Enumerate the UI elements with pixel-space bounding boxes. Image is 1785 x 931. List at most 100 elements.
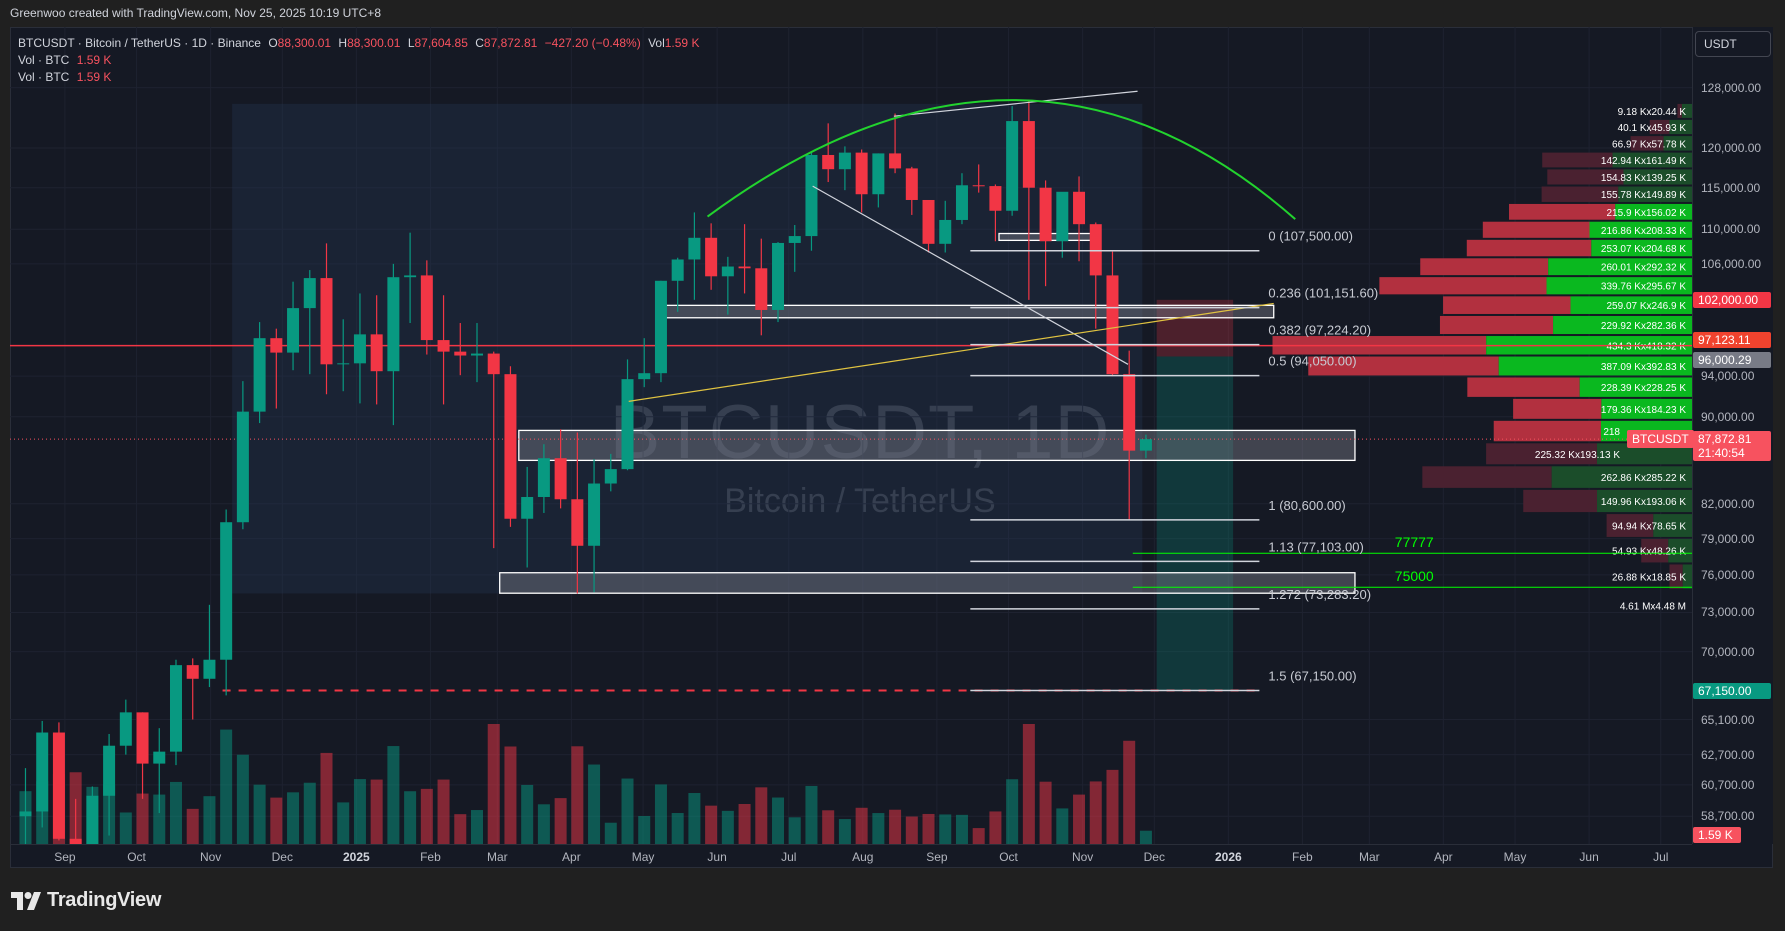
volume-profile-sell-bar [1486, 443, 1597, 465]
candle-body [153, 751, 166, 764]
candle-body [604, 469, 617, 484]
volume-profile-buy-bar [1570, 296, 1692, 314]
candle-body [220, 522, 233, 660]
candle [955, 173, 968, 225]
candle-body [303, 278, 316, 309]
volume-profile-sell-bar [1308, 356, 1499, 376]
time-tick: 2026 [1214, 850, 1242, 864]
candle [337, 319, 350, 392]
volume-bar [119, 812, 132, 844]
candle [1022, 100, 1035, 300]
volume-profile-row: 54.93 Kx48.26 K [1612, 538, 1692, 563]
price-tick: 73,000.00 [1701, 605, 1755, 620]
time-tick: Mar [486, 850, 508, 864]
candle-body [939, 219, 952, 244]
candle-body [370, 334, 383, 372]
volume-bar [1106, 769, 1119, 844]
candle [1139, 434, 1152, 459]
volume-profile-sell-bar [1630, 136, 1664, 151]
candle [169, 659, 182, 766]
volume-bar [638, 816, 651, 844]
chart-plot-area[interactable]: 9.18 Kx20.44 K 40.1 Kx45.93 K 66.97 Kx57.7… [10, 27, 1692, 844]
tradingview-logo[interactable]: TradingView [11, 889, 161, 912]
volume-profile-row: 149.96 Kx193.06 K [1523, 489, 1692, 513]
symbol-legend[interactable]: BTCUSDT · Bitcoin / TetherUS · 1D · Bina… [18, 35, 703, 52]
time-tick: Mar [1358, 850, 1380, 864]
candle [872, 153, 885, 208]
candle-body [203, 659, 216, 679]
candle [939, 200, 952, 253]
candle [119, 699, 132, 755]
fib-level-label: 0.236 (101,151.60) [1268, 286, 1378, 301]
candle-body [454, 351, 467, 356]
tradingview-logo-icon [11, 891, 41, 910]
volume-bar [153, 794, 166, 844]
candle [236, 381, 249, 530]
currency-button[interactable]: USDT [1695, 31, 1771, 57]
candle [387, 263, 400, 426]
volume-bar [253, 784, 266, 844]
candle [1056, 191, 1069, 258]
candle-body [554, 458, 567, 500]
fib-level-label: 1.5 (67,150.00) [1268, 669, 1356, 684]
candle-body [755, 268, 768, 310]
candle [471, 323, 484, 383]
candle-body [838, 152, 851, 170]
candle-body [654, 280, 667, 374]
candle [521, 466, 534, 568]
volume-value: Vol1.59 K [648, 36, 700, 50]
volume-bar [487, 724, 500, 844]
volume-profile-buy-bar [1653, 514, 1692, 537]
price-axis[interactable]: 128,000.00 120,000.00 115,000.00 110,000.00… [1692, 27, 1773, 844]
candle [588, 459, 601, 593]
candle-body [1139, 439, 1152, 451]
volume-profile-row: 216.86 Kx208.33 K [1482, 221, 1692, 238]
volume-profile-buy-bar [1615, 203, 1692, 220]
volume-bar [1089, 781, 1102, 844]
volume-bar [420, 788, 433, 844]
volume-bar [1022, 724, 1035, 844]
volume-bar [504, 746, 517, 844]
volume-bar [621, 778, 634, 844]
indicator-legend-volume[interactable]: Vol · BTC 1.59 K [18, 53, 112, 67]
volume-profile-label: 154.83 Kx139.25 K [1601, 173, 1686, 184]
candle [972, 164, 985, 193]
volume-bar [370, 779, 383, 844]
volume-profile-buy-bar [1663, 136, 1692, 151]
volume-bar [604, 822, 617, 844]
volume-bar [822, 810, 835, 844]
volume-profile-label: 339.76 Kx295.67 K [1601, 282, 1686, 293]
volume-profile-label: 434.3 Kx418.32 K [1606, 341, 1686, 352]
candle [1039, 180, 1052, 287]
candle-body [320, 278, 333, 365]
volume-profile-sell-bar [1379, 277, 1547, 295]
volume-profile-buy-bar [1618, 186, 1692, 202]
candle-body [822, 154, 835, 170]
time-axis[interactable]: Sep Oct Nov Dec 2025 Feb Mar Apr May Jun Jul Aug Sep… [10, 844, 1692, 867]
price-tick: 120,000.00 [1701, 140, 1762, 155]
price-chart[interactable]: 9.18 Kx20.44 K 40.1 Kx45.93 K 66.97 Kx57.7… [10, 27, 1692, 844]
volume-bar [721, 810, 734, 844]
volume-profile-buy-bar [1681, 103, 1692, 118]
candle [454, 323, 467, 376]
trend-line [812, 185, 1129, 365]
volume-profile-row: 26.88 Kx18.85 K [1612, 564, 1692, 589]
volume-bar [788, 817, 801, 844]
volume-bar [939, 814, 952, 844]
candle [420, 260, 433, 355]
candle [1123, 350, 1136, 520]
volume-bar [220, 729, 233, 844]
price-tick: 128,000.00 [1701, 80, 1762, 95]
price-badge: 96,000.29 [1693, 352, 1771, 369]
volume-profile-row: 253.07 Kx204.68 K [1466, 239, 1692, 257]
volume-bar [471, 810, 484, 844]
candle-body [521, 496, 534, 519]
volume-profile-row: 142.94 Kx161.49 K [1542, 152, 1692, 168]
candle [136, 712, 149, 799]
volume-profile-label: 218 [1603, 427, 1620, 438]
indicator-legend-volume[interactable]: Vol · BTC 1.59 K [18, 70, 112, 84]
candle-body [671, 259, 684, 281]
volume-bar [236, 754, 249, 844]
candle [688, 212, 701, 300]
candle [1073, 176, 1086, 262]
